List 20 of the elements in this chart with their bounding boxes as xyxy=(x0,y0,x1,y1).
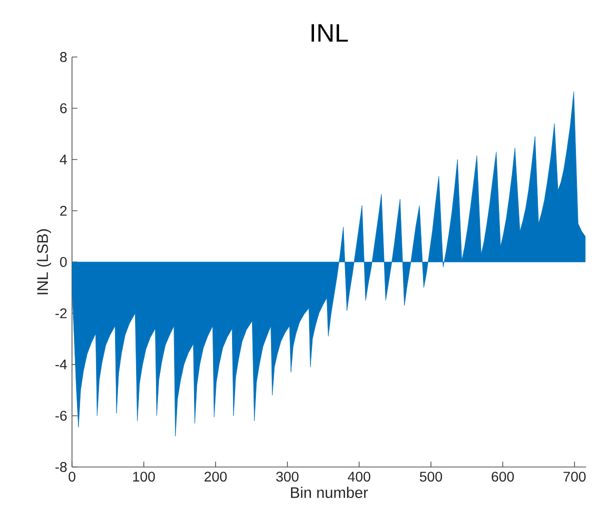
y-tick-label: 2 xyxy=(60,206,67,216)
x-tick-label: 400 xyxy=(348,472,370,482)
x-tick-label: 200 xyxy=(204,472,227,482)
x-tick-label: 600 xyxy=(492,472,514,482)
x-axis-title: Bin number xyxy=(291,486,368,498)
x-tick-label: 300 xyxy=(276,472,298,482)
y-axis-title: INL (LSB) xyxy=(36,229,52,294)
y-tick-label: 8 xyxy=(60,52,67,62)
y-tick-label: -4 xyxy=(55,360,67,370)
y-tick-label: 4 xyxy=(60,154,67,164)
x-tick-label: 700 xyxy=(564,472,586,482)
y-tick-label: -2 xyxy=(55,308,67,318)
x-tick-label: 500 xyxy=(420,472,442,482)
y-tick-label: -8 xyxy=(55,462,67,472)
y-tick-label: 6 xyxy=(60,103,67,114)
y-tick-label: 0 xyxy=(60,257,67,267)
x-tick-label: 100 xyxy=(133,472,155,482)
chart-title: INL xyxy=(312,24,348,42)
x-tick-label: 0 xyxy=(68,472,76,482)
y-tick-label: -6 xyxy=(55,410,67,421)
